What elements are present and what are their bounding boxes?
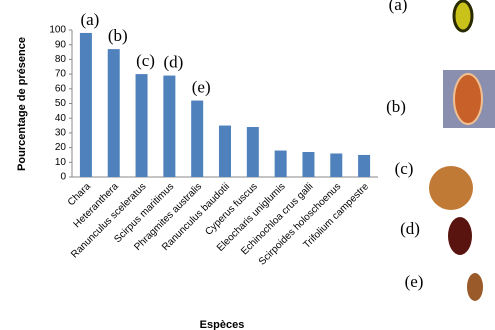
bar (135, 74, 148, 177)
bar (330, 153, 343, 177)
seed-image (453, 73, 483, 125)
bar (79, 32, 92, 177)
x-axis-label: Espèces (200, 319, 245, 330)
seed-image (467, 273, 483, 301)
y-tick-label: 0 (60, 172, 66, 183)
bar-annotation: (a) (80, 10, 99, 29)
seed-image (452, 0, 474, 33)
panel-label: (a) (389, 0, 408, 14)
y-tick-label: 50 (55, 98, 67, 109)
y-tick-label: 20 (55, 142, 67, 153)
bar (163, 75, 176, 177)
seed-image (429, 166, 473, 210)
y-tick-label: 40 (55, 113, 67, 124)
bar (302, 152, 315, 177)
y-tick-label: 80 (55, 54, 67, 65)
y-tick-label: 70 (55, 69, 67, 80)
bar (219, 125, 231, 177)
panel-label: (e) (405, 272, 424, 291)
bar (274, 150, 287, 177)
panel-label: (d) (400, 219, 420, 238)
bar (191, 100, 204, 177)
y-tick-label: 10 (55, 157, 67, 168)
bar-annotation: (c) (136, 51, 155, 70)
bar-annotation: (b) (108, 26, 128, 45)
panel-label: (c) (395, 159, 414, 178)
y-tick-label: 30 (55, 128, 67, 139)
bar-annotation: (d) (163, 52, 183, 71)
y-tick-label: 100 (49, 25, 66, 36)
bar-annotation: (e) (192, 77, 211, 96)
bar (107, 49, 120, 177)
y-axis-label: Pourcentage de présence (16, 37, 28, 171)
y-tick-label: 60 (55, 83, 67, 94)
panel-label: (b) (386, 97, 406, 116)
bar (358, 154, 371, 177)
bar (246, 127, 259, 177)
seed-image (448, 217, 472, 255)
y-tick-label: 90 (55, 39, 67, 50)
